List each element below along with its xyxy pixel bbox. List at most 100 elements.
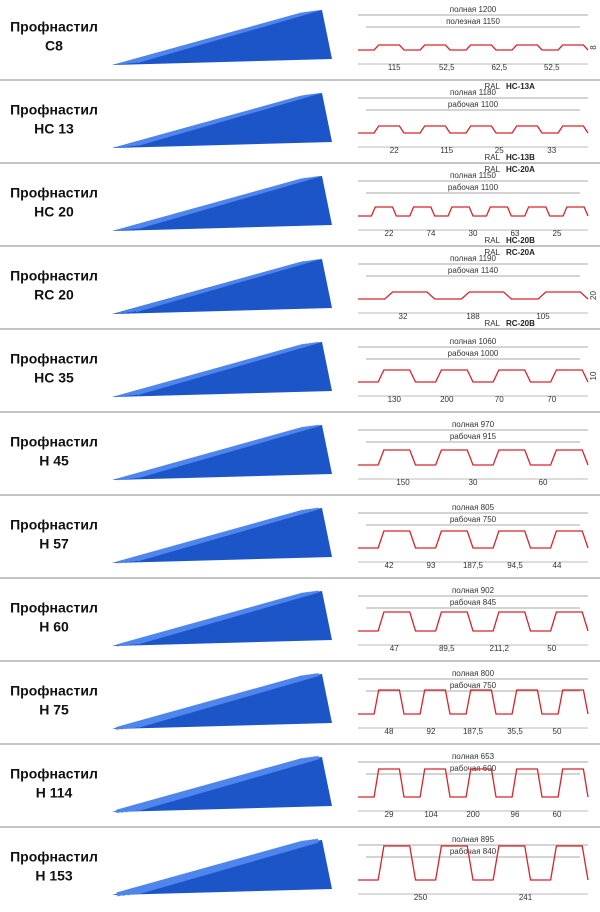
dimension: 187,5 — [463, 727, 484, 736]
dimension: 200 — [466, 810, 480, 819]
dimension: 115 — [388, 63, 401, 72]
dimension: 22 — [385, 229, 394, 238]
profile-code: НС-20В — [506, 236, 535, 245]
product-model: НС 20 — [34, 204, 74, 220]
working-width: рабочая 1100 — [448, 100, 499, 109]
sheet-rib — [129, 10, 313, 64]
dimension: 115 — [440, 146, 453, 155]
product-label: Профнастил — [10, 766, 98, 782]
product-label: Профнастил — [10, 434, 98, 450]
working-width: рабочая 1000 — [448, 349, 499, 358]
profile — [358, 125, 589, 134]
profile-height: 20 — [589, 291, 598, 300]
ral-mark: RAL — [484, 248, 500, 257]
product-model: С8 — [45, 38, 63, 54]
total-width: полная 895 — [452, 835, 495, 844]
working-width: рабочая 1100 — [448, 183, 499, 192]
working-width: рабочая 840 — [450, 847, 497, 856]
total-width: полная 1200 — [450, 5, 497, 14]
dimension: 25 — [553, 229, 562, 238]
profile — [358, 369, 589, 383]
product-model: НС 13 — [34, 121, 74, 137]
dimension: 30 — [469, 478, 478, 487]
dimension: 32 — [399, 312, 408, 321]
total-width: полная 1180 — [450, 88, 496, 97]
dimension: 30 — [469, 229, 478, 238]
dimension: 188 — [466, 312, 480, 321]
product-model: Н 60 — [39, 619, 69, 635]
ral-mark: RAL — [484, 236, 500, 245]
sheet-rib — [129, 259, 314, 313]
product-model: RC 20 — [34, 287, 74, 303]
product-label: Профнастил — [10, 351, 98, 367]
working-width: рабочая 750 — [450, 515, 497, 524]
dimension: 62,5 — [491, 63, 507, 72]
product-label: Профнастил — [10, 185, 98, 201]
dimension: 33 — [547, 146, 556, 155]
product-label: Профнастил — [10, 683, 98, 699]
profile — [358, 206, 589, 217]
profile — [358, 291, 589, 300]
sheet-rib — [136, 341, 319, 396]
working-width: рабочая 915 — [450, 432, 497, 441]
dimension: 70 — [547, 395, 556, 404]
profile — [358, 449, 589, 466]
dimension: 150 — [396, 478, 410, 487]
sheet-rib — [133, 10, 316, 64]
ral-mark: RAL — [484, 82, 500, 91]
dimension: 47 — [390, 644, 399, 653]
dimension: 241 — [519, 893, 533, 902]
product-label: Профнастил — [10, 268, 98, 284]
product-label: Профнастил — [10, 102, 98, 118]
product-label: Профнастил — [10, 517, 98, 533]
profile-height: 8 — [589, 45, 598, 50]
dimension: 25 — [495, 146, 504, 155]
total-width: полная 970 — [452, 420, 495, 429]
dimension: 35,5 — [507, 727, 523, 736]
profile-code: НС-20А — [506, 165, 535, 174]
profile-code: НС-13А — [506, 82, 535, 91]
dimension: 50 — [547, 644, 556, 653]
sheet-rib — [135, 259, 318, 313]
dimension: 42 — [385, 561, 394, 570]
total-width: полная 902 — [452, 586, 495, 595]
working-width: рабочая 750 — [450, 681, 497, 690]
dimension: 89,5 — [439, 644, 455, 653]
working-width: полезная 1150 — [446, 17, 500, 26]
dimension: 104 — [424, 810, 438, 819]
dimension: 29 — [385, 810, 394, 819]
dimension: 60 — [539, 478, 548, 487]
sheet-rib — [117, 260, 305, 314]
sheet-rib — [136, 590, 319, 645]
profile — [358, 530, 589, 549]
sheet-rib — [137, 755, 320, 812]
dimension: 200 — [440, 395, 454, 404]
dimension: 211,2 — [490, 644, 510, 653]
dimension: 187,5 — [463, 561, 484, 570]
dimension: 250 — [414, 893, 428, 902]
profile — [358, 611, 589, 632]
profile — [358, 768, 589, 798]
dimension: 92 — [427, 727, 436, 736]
dimension: 93 — [427, 561, 436, 570]
dimension: 52,5 — [544, 63, 560, 72]
sheet-rib — [136, 507, 319, 562]
dimension: 74 — [427, 229, 436, 238]
total-width: полная 1150 — [450, 171, 496, 180]
total-width: полная 653 — [452, 752, 495, 761]
dimension: 94,5 — [507, 561, 523, 570]
sheet-rib — [137, 92, 319, 146]
profile — [358, 689, 589, 715]
total-width: полная 1190 — [450, 254, 496, 263]
product-model: НС 35 — [34, 370, 74, 386]
sheet-rib — [129, 93, 313, 147]
profile — [358, 44, 589, 51]
sheet-rib — [137, 672, 320, 728]
dimension: 50 — [553, 727, 562, 736]
working-width: рабочая 1140 — [448, 266, 499, 275]
sheet-rib — [136, 838, 319, 895]
product-model: Н 114 — [36, 785, 73, 801]
dimension: 130 — [388, 395, 402, 404]
ral-mark: RAL — [484, 165, 500, 174]
sheet-rib — [123, 260, 309, 314]
